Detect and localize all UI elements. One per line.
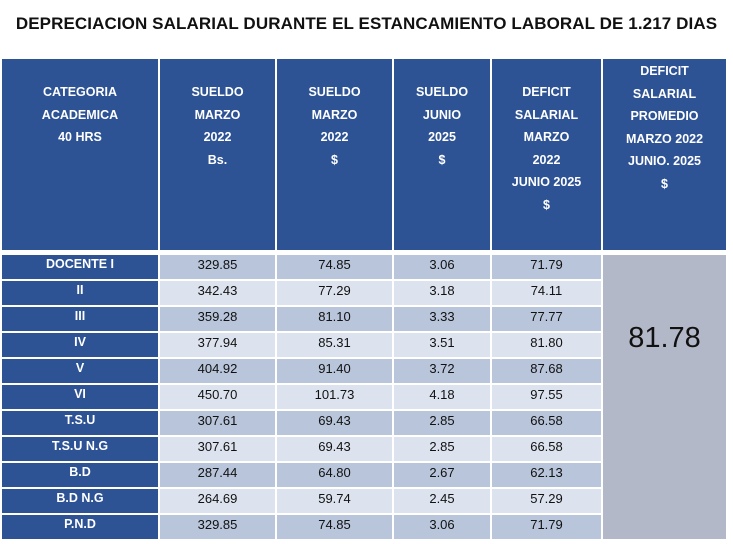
cell-salary-bs-2022: 307.61	[160, 411, 277, 437]
cell-deficit: 57.29	[492, 489, 603, 515]
row-category: II	[2, 281, 160, 307]
cell-salary-usd-2022: 85.31	[277, 333, 394, 359]
cell-salary-usd-2022: 77.29	[277, 281, 394, 307]
header-row: CATEGORIA ACADEMICA 40 HRS SUELDO MARZO …	[2, 59, 728, 252]
cell-salary-usd-2025: 3.06	[394, 515, 492, 541]
cell-salary-usd-2022: 101.73	[277, 385, 394, 411]
cell-salary-usd-2025: 3.06	[394, 255, 492, 281]
cell-deficit: 71.79	[492, 515, 603, 541]
table-row: II 342.43 77.29 3.18 74.11	[2, 281, 728, 307]
cell-salary-bs-2022: 329.85	[160, 515, 277, 541]
cell-deficit: 66.58	[492, 437, 603, 463]
cell-salary-bs-2022: 287.44	[160, 463, 277, 489]
cell-salary-usd-2025: 3.33	[394, 307, 492, 333]
table-row: P.N.D 329.85 74.85 3.06 71.79	[2, 515, 728, 541]
header-separator	[2, 252, 728, 255]
table-row: B.D 287.44 64.80 2.67 62.13	[2, 463, 728, 489]
average-deficit-value: 81.78	[603, 255, 728, 541]
table-row: VI 450.70 101.73 4.18 97.55	[2, 385, 728, 411]
cell-salary-bs-2022: 329.85	[160, 255, 277, 281]
header-average-deficit: DEFICIT SALARIAL PROMEDIO MARZO 2022 JUN…	[603, 59, 728, 252]
row-category: T.S.U N.G	[2, 437, 160, 463]
table-row: III 359.28 81.10 3.33 77.77	[2, 307, 728, 333]
cell-salary-usd-2025: 4.18	[394, 385, 492, 411]
cell-deficit: 71.79	[492, 255, 603, 281]
cell-salary-usd-2025: 3.51	[394, 333, 492, 359]
row-category: III	[2, 307, 160, 333]
cell-deficit: 66.58	[492, 411, 603, 437]
cell-deficit: 81.80	[492, 333, 603, 359]
cell-salary-bs-2022: 450.70	[160, 385, 277, 411]
cell-salary-bs-2022: 359.28	[160, 307, 277, 333]
header-salary-june-2025-usd: SUELDO JUNIO 2025 $	[394, 59, 492, 252]
cell-salary-usd-2025: 2.67	[394, 463, 492, 489]
cell-salary-usd-2025: 3.18	[394, 281, 492, 307]
cell-salary-usd-2025: 2.85	[394, 437, 492, 463]
row-category: B.D	[2, 463, 160, 489]
salary-table: CATEGORIA ACADEMICA 40 HRS SUELDO MARZO …	[2, 59, 728, 541]
cell-salary-bs-2022: 307.61	[160, 437, 277, 463]
cell-salary-bs-2022: 377.94	[160, 333, 277, 359]
table-row: B.D N.G 264.69 59.74 2.45 57.29	[2, 489, 728, 515]
cell-salary-usd-2022: 59.74	[277, 489, 394, 515]
table-row: DOCENTE I 329.85 74.85 3.06 71.79 81.78	[2, 255, 728, 541]
cell-deficit: 97.55	[492, 385, 603, 411]
header-deficit: DEFICIT SALARIAL MARZO 2022 JUNIO 2025 $	[492, 59, 603, 252]
row-category: DOCENTE I	[2, 255, 160, 281]
header-category: CATEGORIA ACADEMICA 40 HRS	[2, 59, 160, 252]
cell-salary-usd-2025: 2.45	[394, 489, 492, 515]
header-salary-march-2022-bs: SUELDO MARZO 2022 Bs.	[160, 59, 277, 252]
cell-salary-usd-2022: 69.43	[277, 411, 394, 437]
row-category: B.D N.G	[2, 489, 160, 515]
row-category: P.N.D	[2, 515, 160, 541]
cell-salary-bs-2022: 342.43	[160, 281, 277, 307]
page-title: DEPRECIACION SALARIAL DURANTE EL ESTANCA…	[15, 14, 718, 33]
cell-salary-usd-2022: 81.10	[277, 307, 394, 333]
cell-salary-usd-2025: 2.85	[394, 411, 492, 437]
row-category: VI	[2, 385, 160, 411]
table-row: T.S.U N.G 307.61 69.43 2.85 66.58	[2, 437, 728, 463]
table-row: V 404.92 91.40 3.72 87.68	[2, 359, 728, 385]
cell-salary-usd-2022: 69.43	[277, 437, 394, 463]
cell-deficit: 62.13	[492, 463, 603, 489]
cell-deficit: 87.68	[492, 359, 603, 385]
header-salary-march-2022-usd: SUELDO MARZO 2022 $	[277, 59, 394, 252]
cell-salary-usd-2025: 3.72	[394, 359, 492, 385]
cell-salary-bs-2022: 404.92	[160, 359, 277, 385]
cell-salary-usd-2022: 91.40	[277, 359, 394, 385]
row-category: IV	[2, 333, 160, 359]
row-category: V	[2, 359, 160, 385]
cell-salary-usd-2022: 74.85	[277, 255, 394, 281]
row-category: T.S.U	[2, 411, 160, 437]
table-row: IV 377.94 85.31 3.51 81.80	[2, 333, 728, 359]
table-row: T.S.U 307.61 69.43 2.85 66.58	[2, 411, 728, 437]
cell-salary-usd-2022: 74.85	[277, 515, 394, 541]
cell-deficit: 77.77	[492, 307, 603, 333]
cell-salary-bs-2022: 264.69	[160, 489, 277, 515]
cell-deficit: 74.11	[492, 281, 603, 307]
cell-salary-usd-2022: 64.80	[277, 463, 394, 489]
